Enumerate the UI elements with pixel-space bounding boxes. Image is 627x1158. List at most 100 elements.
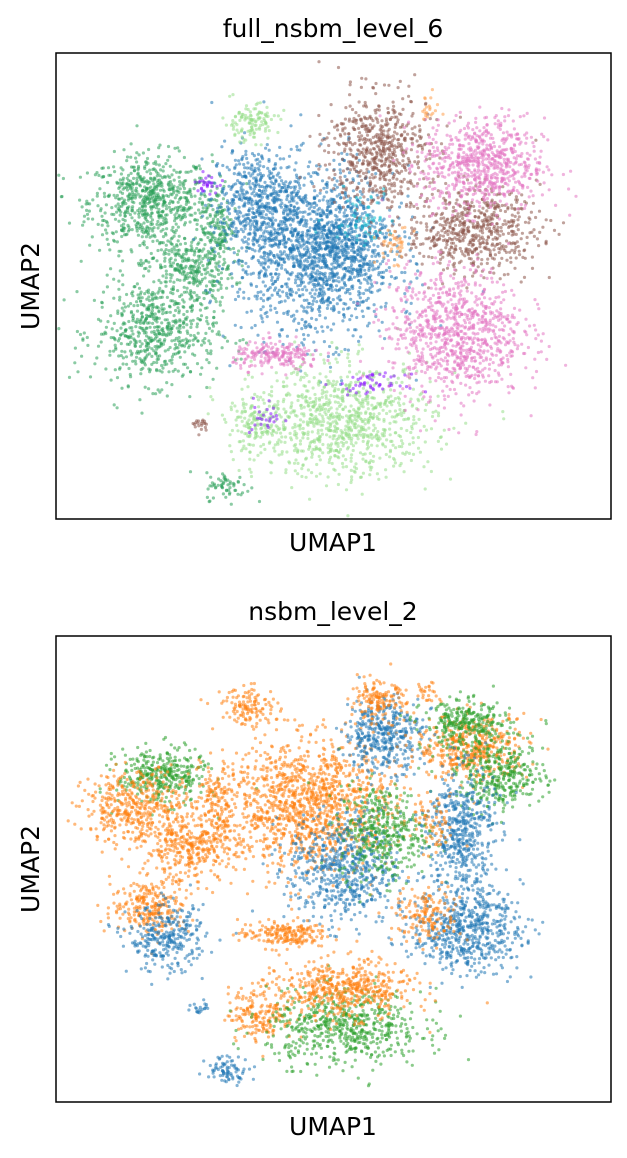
scatter-point <box>346 348 350 352</box>
scatter-point <box>170 242 174 246</box>
scatter-point <box>120 349 124 353</box>
scatter-point <box>156 388 160 392</box>
scatter-point <box>210 329 214 333</box>
scatter-point <box>236 479 240 484</box>
scatter-point <box>322 280 326 284</box>
scatter-point <box>269 180 273 184</box>
scatter-point <box>252 190 256 194</box>
scatter-point <box>186 331 190 335</box>
scatter-point <box>168 164 172 168</box>
scatter-point <box>306 436 310 441</box>
scatter-point <box>91 217 95 221</box>
scatter-point <box>285 227 289 231</box>
scatter-point <box>338 294 342 298</box>
scatter-point <box>302 224 306 228</box>
scatter-point <box>281 252 285 256</box>
scatter-point <box>332 225 336 229</box>
scatter-point <box>305 298 309 302</box>
scatter-point <box>387 266 391 270</box>
scatter-point <box>333 454 337 458</box>
scatter-point <box>150 354 154 358</box>
scatter-point <box>205 348 209 353</box>
scatter-point <box>225 286 229 290</box>
scatter-point <box>315 283 319 288</box>
scatter-point <box>211 159 215 164</box>
scatter-point <box>219 286 223 290</box>
scatter-point <box>206 231 211 236</box>
scatter-point <box>135 226 139 230</box>
scatter-point <box>220 240 224 244</box>
scatter-point <box>288 289 292 293</box>
scatter-point <box>310 316 314 320</box>
scatter-point <box>262 293 266 297</box>
scatter-point <box>244 402 248 406</box>
scatter-point <box>255 395 259 399</box>
scatter-point <box>304 193 308 197</box>
scatter-point <box>384 468 388 472</box>
scatter-point <box>323 316 327 320</box>
scatter-point <box>279 198 283 202</box>
scatter-point <box>292 410 296 414</box>
scatter-point <box>76 370 80 374</box>
scatter-point <box>189 268 193 272</box>
scatter-point <box>103 330 107 334</box>
scatter-point <box>104 325 108 329</box>
scatter-point <box>193 260 197 264</box>
scatter-point <box>161 327 165 331</box>
scatter-point <box>227 184 231 188</box>
scatter-point <box>195 222 199 226</box>
scatter-point <box>172 178 176 182</box>
scatter-point <box>106 242 110 246</box>
scatter-point <box>144 162 149 167</box>
scatter-point <box>409 458 413 463</box>
scatter-point <box>269 238 273 243</box>
scatter-point <box>289 203 293 208</box>
scatter-point <box>112 321 116 325</box>
scatter-point <box>209 288 213 292</box>
scatter-point <box>279 328 283 332</box>
scatter-point <box>169 182 174 187</box>
scatter-point <box>192 282 196 286</box>
scatter-point <box>95 194 99 198</box>
scatter-point <box>67 221 72 225</box>
scatter-point <box>135 124 139 128</box>
scatter-point <box>347 217 351 221</box>
scatter-point <box>247 297 251 301</box>
scatter-point <box>279 431 283 435</box>
scatter-point <box>238 173 242 177</box>
scatter-point <box>246 489 250 493</box>
scatter-point <box>134 186 138 190</box>
scatter-point <box>250 486 254 490</box>
scatter-point <box>164 272 169 276</box>
scatter-point <box>366 248 370 252</box>
scatter-point <box>250 125 254 129</box>
scatter-point <box>312 340 316 344</box>
scatter-point <box>141 241 145 246</box>
scatter-point <box>360 492 364 496</box>
scatter-point <box>123 305 127 309</box>
scatter-point <box>184 202 188 206</box>
scatter-point <box>318 271 322 275</box>
scatter-point <box>287 154 292 158</box>
scatter-point <box>252 237 256 241</box>
scatter-point <box>317 199 322 203</box>
scatter-point <box>151 392 155 396</box>
scatter-point <box>210 481 214 485</box>
scatter-point <box>165 326 169 330</box>
scatter-point <box>335 346 339 350</box>
scatter-point <box>295 148 299 152</box>
scatter-point <box>121 259 125 263</box>
scatter-point <box>386 377 390 381</box>
scatter-point <box>238 339 242 343</box>
scatter-point <box>285 450 289 454</box>
scatter-point <box>274 286 278 290</box>
scatter-point <box>323 262 327 266</box>
scatter-point <box>210 236 214 240</box>
scatter-point <box>215 213 220 217</box>
scatter-point <box>223 246 227 250</box>
scatter-point <box>138 344 142 349</box>
scatter-point <box>198 308 202 312</box>
scatter-point <box>308 396 312 400</box>
scatter-point <box>241 338 245 342</box>
scatter-point <box>309 325 313 329</box>
